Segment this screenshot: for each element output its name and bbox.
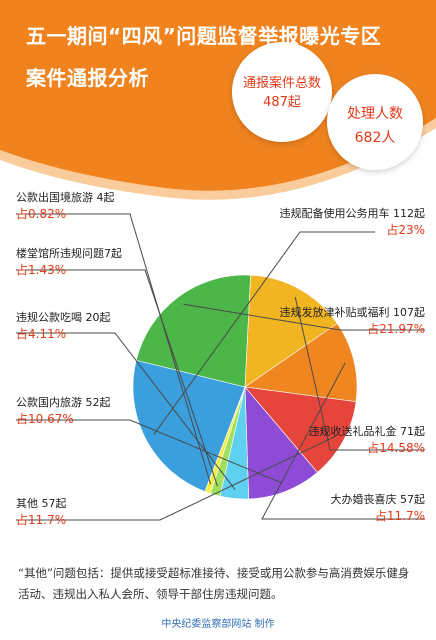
leader-line-4 — [16, 435, 336, 521]
footnote: “其他”问题包括：提供或接受超标准接待、接受或用公款参与高消费娱乐健身活动、违规… — [18, 566, 410, 601]
slice-label-car-name: 违规配备使用公务用车 112起 — [279, 207, 426, 220]
total-cases-stat: 通报案件总数 487起 — [237, 74, 327, 112]
leader-line-8 — [16, 213, 212, 485]
pie-slice-2 — [244, 274, 338, 388]
slice-label-abroad-name: 公款出国境旅游 4起 — [16, 191, 115, 204]
credit: 中央纪委监察部网站 制作 — [161, 619, 275, 630]
slice-label-subsidy-pct: 占21.97% — [367, 322, 425, 336]
slice-label-domestic: 公款国内旅游 52起 占10.67% — [16, 395, 111, 427]
slice-label-car: 违规配备使用公务用车 112起 占23% — [245, 206, 426, 238]
people-label: 处理人数 — [347, 106, 403, 122]
slice-label-dining-name: 违规公款吃喝 20起 — [16, 311, 111, 324]
total-cases-label: 通报案件总数 — [242, 76, 321, 91]
slice-label-building: 楼堂馆所违规问题7起 占1.43% — [16, 246, 122, 278]
slice-label-building-name: 楼堂馆所违规问题7起 — [16, 247, 122, 260]
slice-label-car-pct: 占23% — [386, 223, 425, 237]
header-band — [0, 0, 436, 191]
slice-label-gift-pct: 占14.58% — [367, 441, 425, 455]
people-stat: 处理人数 682人 — [330, 102, 420, 150]
pie-slice-1 — [135, 274, 252, 388]
leader-line-7 — [16, 269, 218, 487]
total-cases-value: 487起 — [263, 95, 301, 110]
slice-label-domestic-name: 公款国内旅游 52起 — [16, 396, 111, 409]
slice-label-dining-pct: 占4.11% — [16, 327, 67, 341]
slice-label-wedding-pct: 占11.7% — [374, 509, 425, 523]
leader-line-1 — [183, 303, 425, 331]
header-stripe — [0, 118, 436, 200]
slice-label-wedding: 大办婚丧喜庆 57起 占11.7% — [245, 492, 426, 524]
pie-slice-4 — [244, 386, 357, 473]
slice-label-abroad: 公款出国境旅游 4起 占0.82% — [16, 190, 115, 222]
slice-label-abroad-pct: 占0.82% — [16, 207, 67, 221]
slice-label-wedding-name: 大办婚丧喜庆 57起 — [330, 493, 426, 506]
slice-label-dining: 违规公款吃喝 20起 占4.11% — [16, 310, 111, 342]
people-bubble — [327, 74, 423, 170]
leader-lines — [16, 213, 425, 521]
leader-line-0 — [153, 231, 375, 435]
leader-line-3 — [261, 362, 425, 520]
slice-label-gift: 违规收送礼品礼金 71起 占14.58% — [245, 424, 426, 456]
slice-label-subsidy-name: 违规发放津补贴或福利 107起 — [279, 306, 426, 319]
slice-label-other: 其他 57起 占11.7% — [16, 496, 67, 528]
slice-label-gift-name: 违规收送礼品礼金 71起 — [308, 425, 426, 438]
leader-line-2 — [294, 296, 425, 451]
slice-label-other-pct: 占11.7% — [16, 513, 67, 527]
pie-slice-8 — [204, 386, 246, 494]
people-value: 682人 — [354, 130, 396, 146]
slice-label-building-pct: 占1.43% — [16, 263, 67, 277]
pie-slice-3 — [244, 323, 358, 403]
page-subtitle: 案件通报分析 — [26, 66, 149, 90]
slice-label-subsidy: 违规发放津补贴或福利 107起 占21.97% — [245, 305, 426, 337]
slice-label-other-name: 其他 57起 — [16, 497, 67, 510]
leader-line-6 — [16, 332, 236, 490]
page-title: 五一期间“四风”问题监督举报曝光专区 — [26, 24, 382, 48]
slice-label-domestic-pct: 占10.67% — [16, 412, 74, 426]
total-cases-bubble — [232, 42, 332, 142]
leader-line-5 — [16, 419, 283, 484]
